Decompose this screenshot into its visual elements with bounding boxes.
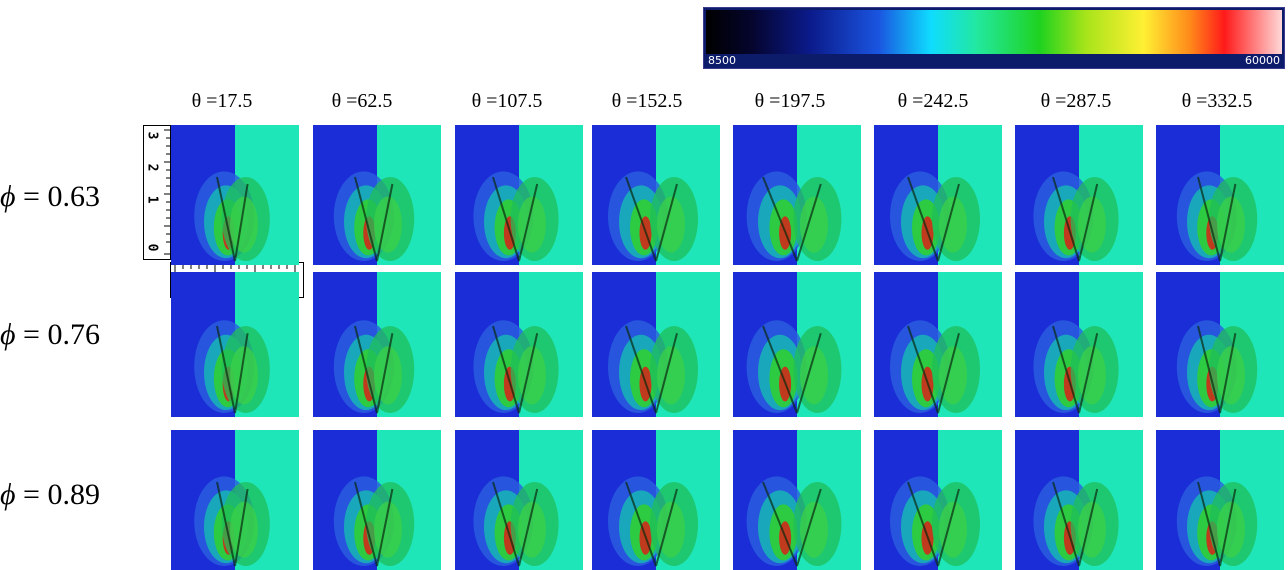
flame-image — [194, 476, 270, 567]
phi-symbol: ϕ — [0, 478, 16, 511]
image-panel — [455, 272, 583, 417]
flame-image — [473, 320, 559, 414]
image-panel — [874, 125, 1002, 265]
flame-image — [1176, 476, 1258, 567]
image-panel — [874, 272, 1002, 417]
image-panel — [592, 272, 720, 417]
image-panel — [171, 272, 299, 417]
image-panel — [455, 430, 583, 570]
image-panel — [171, 125, 299, 265]
flame-image — [608, 476, 698, 567]
image-panel — [171, 430, 299, 570]
flame-image — [608, 171, 698, 262]
y-tick-label-3: 3 — [144, 131, 160, 140]
image-panel — [592, 125, 720, 265]
flame-image — [1033, 320, 1119, 414]
y-tick-label-1: 1 — [144, 195, 160, 204]
image-panel — [1156, 125, 1284, 265]
image-panel — [313, 125, 441, 265]
flame-image — [194, 171, 270, 262]
column-header-1: θ =17.5 — [191, 90, 253, 112]
flame-image — [1176, 171, 1258, 262]
image-panel — [1015, 430, 1143, 570]
y-axis-ruler: 3 2 1 0 — [143, 125, 171, 260]
flame-image — [1033, 476, 1119, 567]
column-header-8: θ =332.5 — [1181, 90, 1253, 112]
colorbar: 8500 60000 — [703, 7, 1285, 69]
flame-image — [746, 171, 842, 262]
flame-image — [473, 476, 559, 567]
flame-image — [890, 320, 980, 414]
image-panel — [1015, 125, 1143, 265]
column-header-3: θ =107.5 — [471, 90, 543, 112]
image-panel — [592, 430, 720, 570]
image-panel — [313, 430, 441, 570]
flame-image — [608, 320, 698, 414]
colorbar-min-label: 8500 — [708, 54, 736, 67]
flame-image — [333, 476, 415, 567]
phi-symbol: ϕ — [0, 318, 16, 351]
y-ruler-ticks — [164, 129, 170, 255]
row-value-2: = 0.76 — [23, 318, 100, 351]
column-header-2: θ =62.5 — [331, 90, 393, 112]
phi-symbol: ϕ — [0, 180, 16, 213]
column-header-7: θ =287.5 — [1040, 90, 1112, 112]
column-header-6: θ =242.5 — [897, 90, 969, 112]
colorbar-max-label: 60000 — [1245, 54, 1280, 67]
row-label-3: ϕ = 0.89 — [0, 478, 165, 512]
row-value-1: = 0.63 — [23, 180, 100, 213]
flame-image — [746, 320, 842, 414]
flame-image — [1033, 171, 1119, 262]
image-panel — [1156, 272, 1284, 417]
column-header-4: θ =152.5 — [611, 90, 683, 112]
flame-image — [194, 320, 270, 414]
flame-image — [473, 171, 559, 262]
flame-image — [333, 171, 415, 262]
image-panel — [874, 430, 1002, 570]
image-panel — [1156, 430, 1284, 570]
flame-image — [890, 171, 980, 262]
y-tick-label-2: 2 — [144, 163, 160, 172]
flame-image — [746, 476, 842, 567]
image-panel — [1015, 272, 1143, 417]
row-value-3: = 0.89 — [23, 478, 100, 511]
row-label-2: ϕ = 0.76 — [0, 318, 165, 352]
y-tick-label-0: 0 — [144, 243, 160, 252]
column-header-5: θ =197.5 — [754, 90, 826, 112]
image-panel — [733, 272, 861, 417]
flame-image — [890, 476, 980, 567]
colorbar-gradient — [706, 10, 1282, 54]
image-panel — [455, 125, 583, 265]
image-panel — [733, 430, 861, 570]
row-label-1: ϕ = 0.63 — [0, 180, 165, 214]
image-panel — [313, 272, 441, 417]
image-panel — [733, 125, 861, 265]
flame-image — [333, 320, 415, 414]
flame-image — [1176, 320, 1258, 414]
